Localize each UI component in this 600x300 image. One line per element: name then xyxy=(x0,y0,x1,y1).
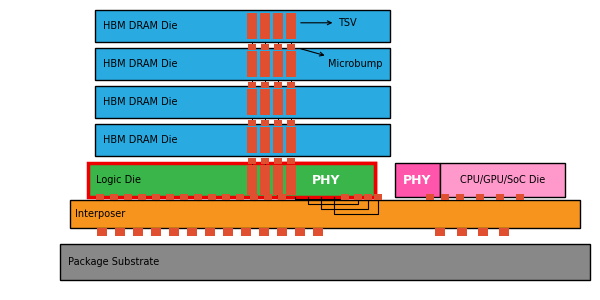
Bar xyxy=(95,10,390,42)
Bar xyxy=(97,228,107,236)
Bar xyxy=(286,127,296,153)
Bar xyxy=(274,82,282,88)
Bar xyxy=(205,228,215,236)
Bar xyxy=(261,158,269,164)
Bar xyxy=(286,51,296,77)
Text: HBM DRAM Die: HBM DRAM Die xyxy=(103,59,178,69)
Bar xyxy=(287,44,295,50)
Bar xyxy=(248,82,256,88)
Bar xyxy=(95,48,390,80)
Bar xyxy=(456,194,464,200)
Text: PHY: PHY xyxy=(403,173,432,187)
Bar xyxy=(499,228,509,236)
Text: HBM DRAM Die: HBM DRAM Die xyxy=(103,21,178,31)
Bar xyxy=(287,82,295,88)
Bar xyxy=(374,194,382,200)
Bar xyxy=(287,158,295,164)
Bar xyxy=(278,163,375,197)
Bar xyxy=(516,194,524,200)
Text: CPU/GPU/SoC Die: CPU/GPU/SoC Die xyxy=(460,175,545,185)
Bar xyxy=(354,194,362,200)
Bar xyxy=(274,158,282,164)
Bar xyxy=(166,194,174,200)
Bar xyxy=(341,194,349,200)
Bar xyxy=(273,165,283,195)
Bar xyxy=(261,44,269,50)
Bar xyxy=(287,120,295,126)
Bar xyxy=(115,228,125,236)
Text: Microbump: Microbump xyxy=(301,49,383,69)
Bar xyxy=(248,120,256,126)
Bar xyxy=(247,127,257,153)
Bar xyxy=(138,194,146,200)
Bar xyxy=(260,89,270,115)
Bar xyxy=(248,158,256,164)
Bar xyxy=(274,120,282,126)
Text: HBM DRAM Die: HBM DRAM Die xyxy=(103,135,178,145)
Bar xyxy=(457,228,467,236)
Bar xyxy=(95,124,390,156)
Bar xyxy=(313,228,323,236)
Bar xyxy=(260,51,270,77)
Bar xyxy=(274,44,282,50)
Bar xyxy=(250,194,258,200)
Bar xyxy=(426,194,434,200)
Text: Interposer: Interposer xyxy=(75,209,125,219)
Bar xyxy=(286,165,296,195)
Bar xyxy=(273,13,283,39)
Bar xyxy=(247,89,257,115)
Bar xyxy=(478,228,488,236)
Bar xyxy=(247,13,257,39)
Bar xyxy=(261,120,269,126)
Bar xyxy=(441,194,449,200)
Bar xyxy=(169,228,179,236)
Text: PHY: PHY xyxy=(312,173,341,187)
Bar xyxy=(295,228,305,236)
Bar xyxy=(260,165,270,195)
Text: HBM DRAM Die: HBM DRAM Die xyxy=(103,97,178,107)
Bar xyxy=(364,194,372,200)
Text: TSV: TSV xyxy=(301,18,356,28)
Bar xyxy=(180,194,188,200)
Bar xyxy=(151,228,161,236)
Bar xyxy=(264,194,272,200)
Bar xyxy=(152,194,160,200)
Bar xyxy=(440,163,565,197)
Bar xyxy=(277,228,287,236)
Bar xyxy=(236,194,244,200)
Bar xyxy=(273,89,283,115)
Bar xyxy=(247,165,257,195)
Text: Logic Die: Logic Die xyxy=(96,175,141,185)
Bar xyxy=(435,228,445,236)
Bar xyxy=(124,194,132,200)
Bar xyxy=(286,89,296,115)
Bar xyxy=(95,86,390,118)
Bar xyxy=(260,127,270,153)
Bar xyxy=(273,127,283,153)
Bar xyxy=(70,200,580,228)
Bar xyxy=(286,13,296,39)
Bar xyxy=(208,194,216,200)
Bar xyxy=(60,244,590,280)
Bar xyxy=(259,228,269,236)
Bar xyxy=(261,82,269,88)
Bar xyxy=(395,163,440,197)
Bar xyxy=(223,228,233,236)
Bar xyxy=(260,13,270,39)
Bar xyxy=(278,194,286,200)
Bar xyxy=(187,228,197,236)
Bar xyxy=(88,163,375,197)
Bar xyxy=(96,194,104,200)
Bar xyxy=(222,194,230,200)
Bar xyxy=(476,194,484,200)
Bar xyxy=(110,194,118,200)
Text: Package Substrate: Package Substrate xyxy=(68,257,159,267)
Bar xyxy=(133,228,143,236)
Bar xyxy=(496,194,504,200)
Bar xyxy=(273,51,283,77)
Bar xyxy=(248,44,256,50)
Bar xyxy=(241,228,251,236)
Bar xyxy=(247,51,257,77)
Bar xyxy=(194,194,202,200)
